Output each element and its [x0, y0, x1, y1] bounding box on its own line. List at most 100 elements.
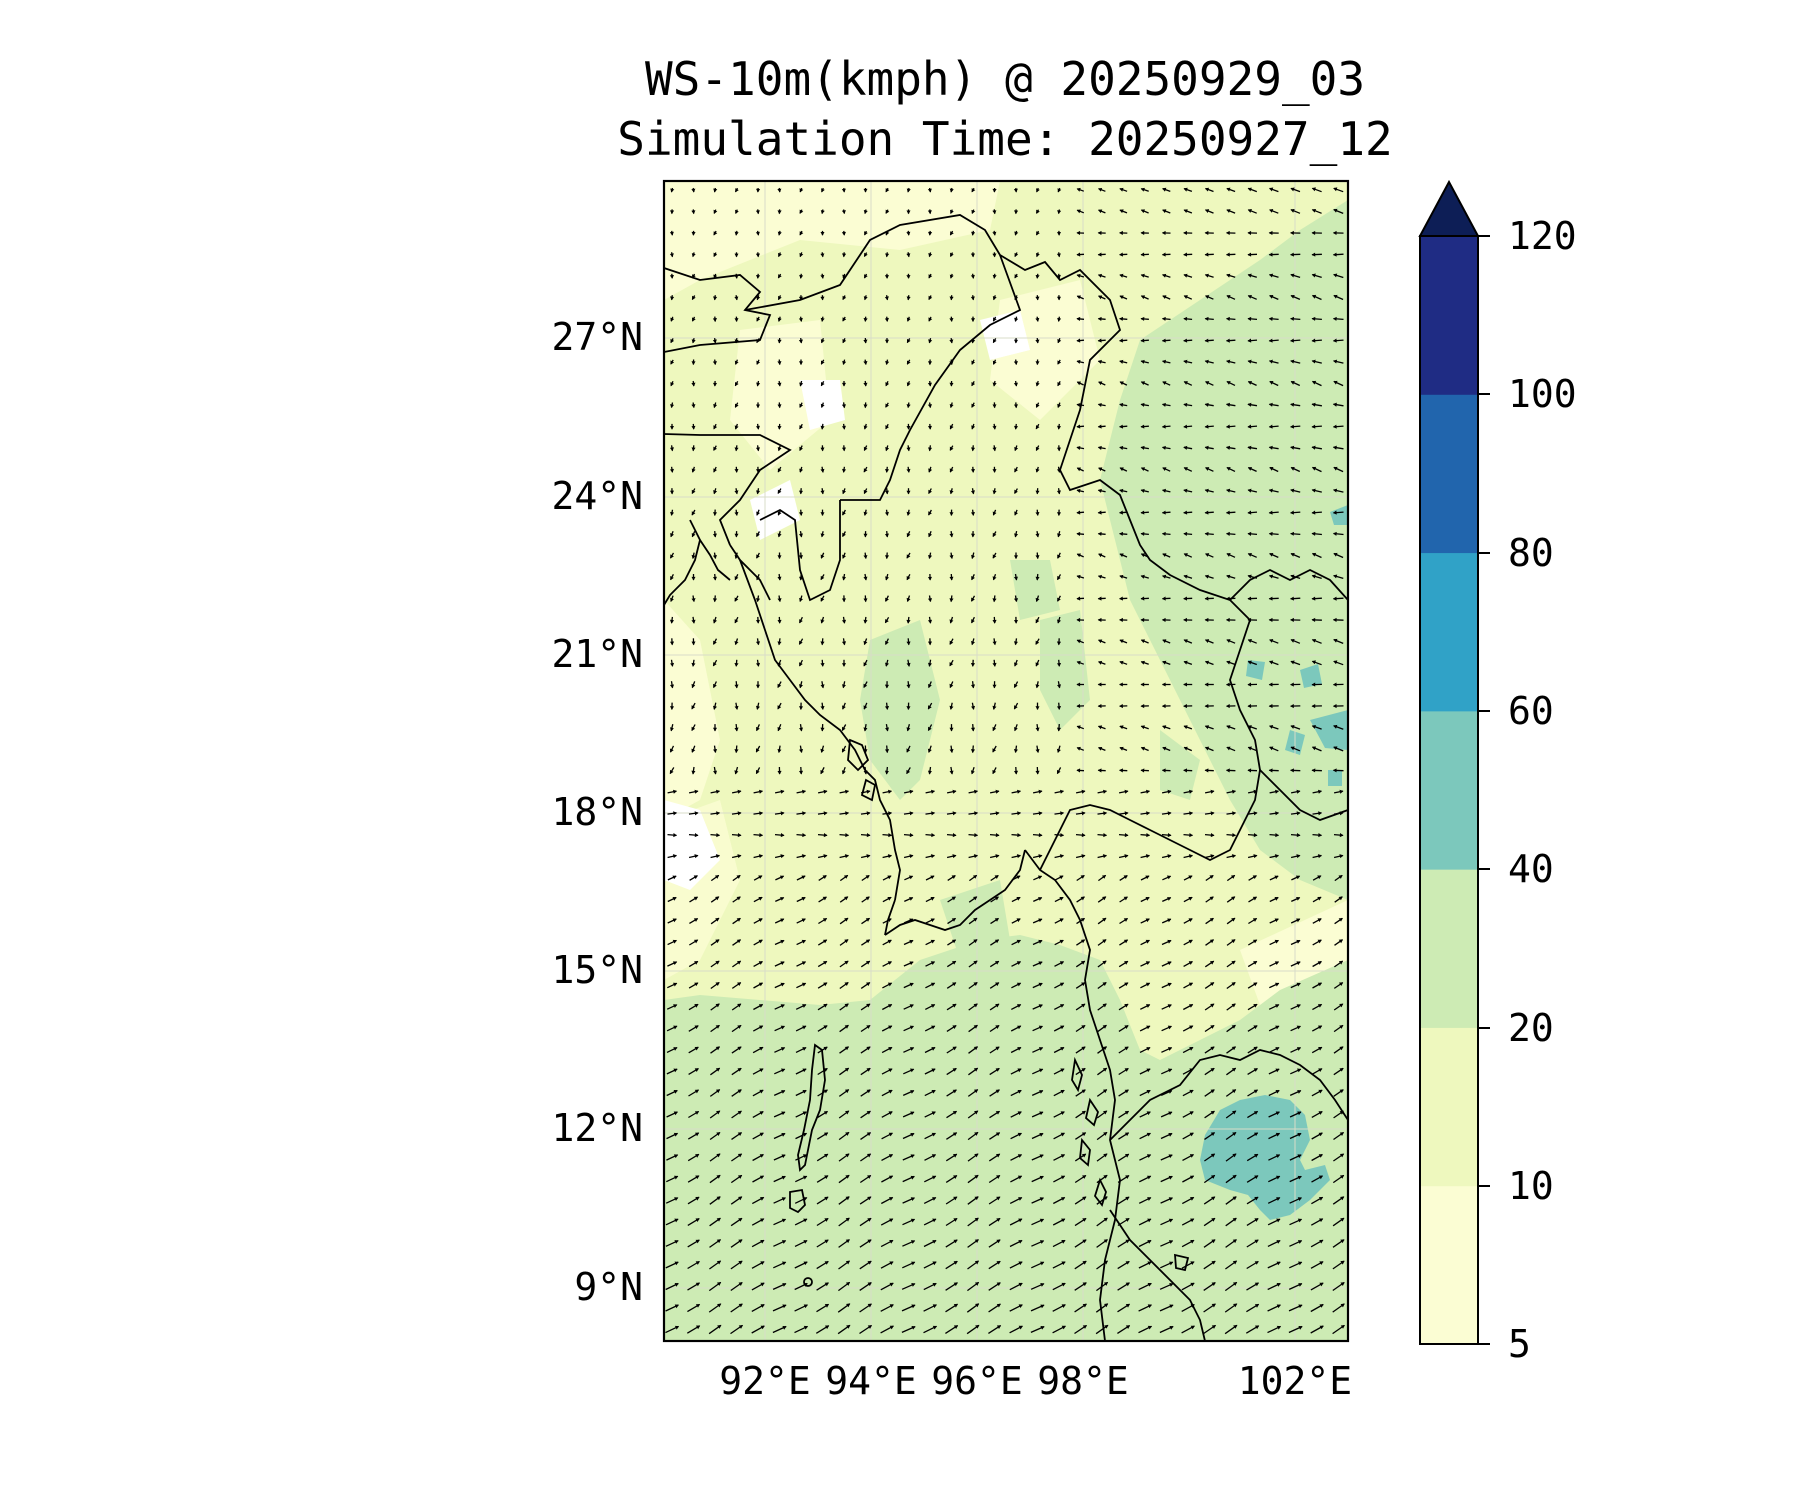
wind-arrow-head — [909, 961, 914, 966]
wind-arrow-head — [841, 684, 846, 689]
wind-arrow-head — [1319, 1282, 1324, 1287]
wind-arrow-head — [1061, 1239, 1066, 1244]
wind-arrow-head — [953, 1218, 958, 1222]
wind-arrow-head — [1119, 424, 1124, 429]
wind-arrow-head — [844, 939, 849, 944]
wind-arrow-head — [715, 1046, 721, 1051]
wind-arrow-head — [756, 511, 760, 516]
wind-arrow-head — [1311, 596, 1316, 601]
wind-arrow-head — [780, 1047, 786, 1051]
wind-arrow-head — [995, 1153, 1001, 1158]
wind-arrow-head — [691, 641, 696, 646]
wind-arrow-head — [974, 1132, 979, 1136]
wind-arrow-head — [691, 726, 696, 732]
wind-arrow-head — [1232, 1217, 1237, 1222]
wind-arrow-head — [1125, 1218, 1130, 1222]
wind-arrow-head — [996, 1282, 1001, 1287]
wind-arrow-head — [1140, 682, 1145, 687]
wind-arrow-head — [734, 468, 739, 473]
wind-arrow-head — [737, 1153, 743, 1158]
wind-arrow-head — [694, 1003, 699, 1008]
wind-arrow-head — [1226, 553, 1231, 557]
wind-arrow-head — [1038, 811, 1043, 816]
wind-arrow-head — [756, 274, 761, 279]
wind-arrow-head — [822, 896, 827, 901]
wind-arrow-head — [909, 1025, 914, 1030]
wind-arrow-head — [1147, 1282, 1152, 1287]
wind-arrow-head — [691, 770, 696, 775]
colorbar-ticks — [1478, 235, 1490, 1345]
wind-arrow-head — [884, 684, 890, 689]
wind-arrow-head — [906, 468, 911, 473]
wind-arrow-head — [971, 619, 975, 624]
wind-arrow-head — [973, 960, 978, 965]
wind-arrow-head — [1147, 1304, 1152, 1309]
wind-arrow-head — [777, 317, 782, 322]
wind-arrow-head — [670, 597, 674, 602]
wind-arrow-head — [1080, 960, 1086, 965]
wind-arrow-head — [949, 640, 954, 645]
lat-tick-label: 12°N — [551, 1106, 643, 1150]
wind-arrow-head — [715, 917, 720, 922]
wind-arrow-head — [1013, 404, 1018, 409]
wind-arrow-head — [971, 188, 976, 193]
wind-arrow-head — [910, 1218, 916, 1223]
wind-arrow-head — [1103, 789, 1108, 794]
wind-arrow-head — [1317, 961, 1322, 965]
wind-arrow-head — [1226, 467, 1231, 471]
wind-arrow-head — [1061, 1325, 1066, 1330]
wind-arrow-head — [1247, 359, 1252, 364]
wind-arrow-head — [1038, 961, 1043, 966]
wind-arrow-head — [734, 296, 739, 301]
wind-arrow-head — [1057, 512, 1062, 517]
lat-tick-label: 21°N — [551, 632, 643, 676]
wind-arrow-head — [1098, 660, 1103, 665]
wind-arrow-head — [674, 1282, 679, 1287]
wind-arrow-head — [973, 1024, 978, 1029]
wind-arrow-head — [1059, 1004, 1065, 1008]
wind-arrow-head — [1210, 1067, 1215, 1072]
wind-arrow-head — [927, 210, 932, 215]
wind-arrow-head — [1081, 854, 1086, 859]
wind-arrow-head — [1167, 897, 1172, 901]
wind-arrow-head — [930, 896, 935, 901]
wind-arrow-head — [777, 188, 782, 193]
wind-arrow-head — [1338, 982, 1344, 986]
wind-arrow-head — [1253, 961, 1258, 965]
wind-arrow-head — [734, 425, 739, 430]
wind-arrow-head — [823, 789, 828, 794]
wind-arrow-head — [910, 1090, 915, 1094]
wind-arrow-head — [798, 533, 803, 538]
wind-arrow-head — [863, 511, 868, 516]
wind-arrow-head — [1247, 510, 1252, 515]
wind-arrow-head — [820, 232, 825, 236]
wind-arrow-head — [1038, 833, 1043, 838]
wind-arrow-head — [930, 939, 935, 944]
wind-arrow-head — [669, 727, 674, 732]
wind-arrow-head — [866, 1089, 871, 1094]
wind-arrow-head — [1290, 596, 1294, 601]
wind-arrow-head — [1082, 1260, 1087, 1265]
wind-arrow-head — [844, 1046, 850, 1051]
wind-arrow-head — [1097, 510, 1102, 515]
wind-arrow-head — [713, 425, 718, 430]
wind-arrow-head — [1097, 617, 1102, 623]
wind-arrow-head — [736, 896, 741, 901]
wind-arrow-head — [1225, 316, 1230, 321]
wind-arrow-head — [1190, 1240, 1195, 1244]
wind-arrow-head — [974, 1282, 980, 1286]
colorbar-segment — [1420, 1185, 1478, 1345]
wind-arrow-head — [889, 1282, 894, 1287]
wind-arrow-head — [927, 425, 932, 430]
wind-arrow-head — [866, 982, 871, 987]
wind-arrow-head — [1038, 939, 1043, 944]
wind-arrow-head — [777, 361, 782, 366]
wind-arrow-head — [1204, 639, 1210, 643]
wind-arrow-head — [670, 360, 675, 365]
wind-arrow-head — [1232, 1153, 1237, 1158]
wind-arrow-head — [674, 1304, 679, 1309]
wind-arrow-head — [1125, 1282, 1130, 1287]
wind-arrow-head — [778, 295, 782, 301]
wind-arrow-head — [802, 1089, 807, 1094]
wind-arrow-head — [1230, 875, 1236, 879]
